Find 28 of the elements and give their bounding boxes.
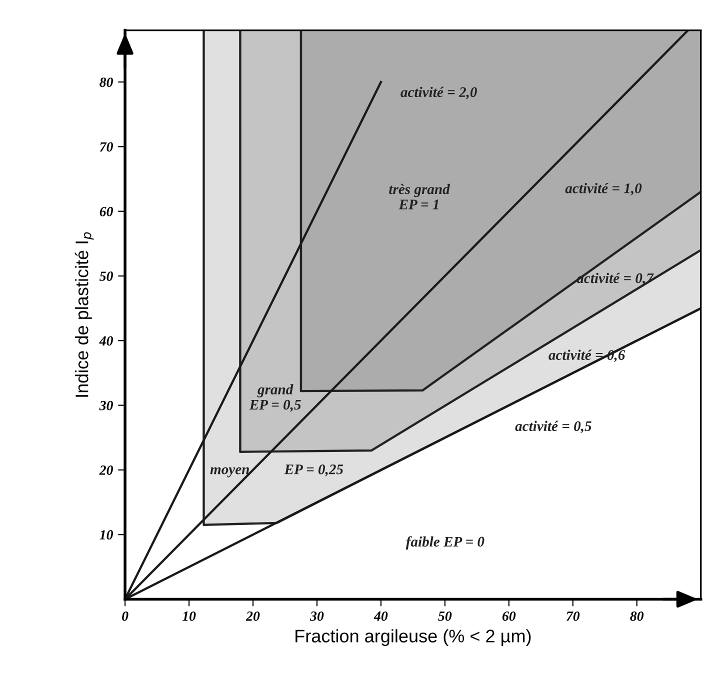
annotation: activité = 1,0 <box>565 182 642 196</box>
annotation: activité = 2,0 <box>400 86 477 100</box>
y-tick-label: 30 <box>99 400 113 410</box>
y-axis-title: Indice de plasticité I$_{p}$ <box>74 232 94 397</box>
y-tick-label: 10 <box>100 530 113 540</box>
x-tick-label: 10 <box>182 611 196 621</box>
y-tick-label: 50 <box>100 272 113 281</box>
annotation: activité = 0,6 <box>548 350 626 362</box>
x-tick-label: 20 <box>246 611 260 621</box>
x-tick-label: 30 <box>310 611 324 621</box>
y-tick-label: 70 <box>100 142 113 152</box>
x-tick-label: 50 <box>438 611 452 621</box>
x-tick-label: 0 <box>122 611 128 621</box>
annotation: activité = 0,5 <box>515 420 592 434</box>
y-tick-label: 40 <box>99 336 113 346</box>
annotation: EP = 0,25 <box>284 464 344 476</box>
annotation: moyen <box>210 467 249 478</box>
x-axis-title: Fraction argileuse (% < 2 µm) <box>296 629 531 646</box>
annotation: très grand EP = 1 <box>389 184 450 210</box>
annotation: faible EP = 0 <box>406 536 484 550</box>
x-tick-label: 70 <box>566 611 580 621</box>
annotation: grand EP = 0,5 <box>249 384 301 412</box>
y-tick-label: 60 <box>100 206 113 216</box>
y-tick-label: 20 <box>99 466 113 475</box>
y-tick-label: 80 <box>100 78 113 87</box>
x-tick-label: 40 <box>374 611 388 621</box>
x-tick-label: 60 <box>502 611 516 621</box>
x-tick-label: 80 <box>630 611 644 621</box>
